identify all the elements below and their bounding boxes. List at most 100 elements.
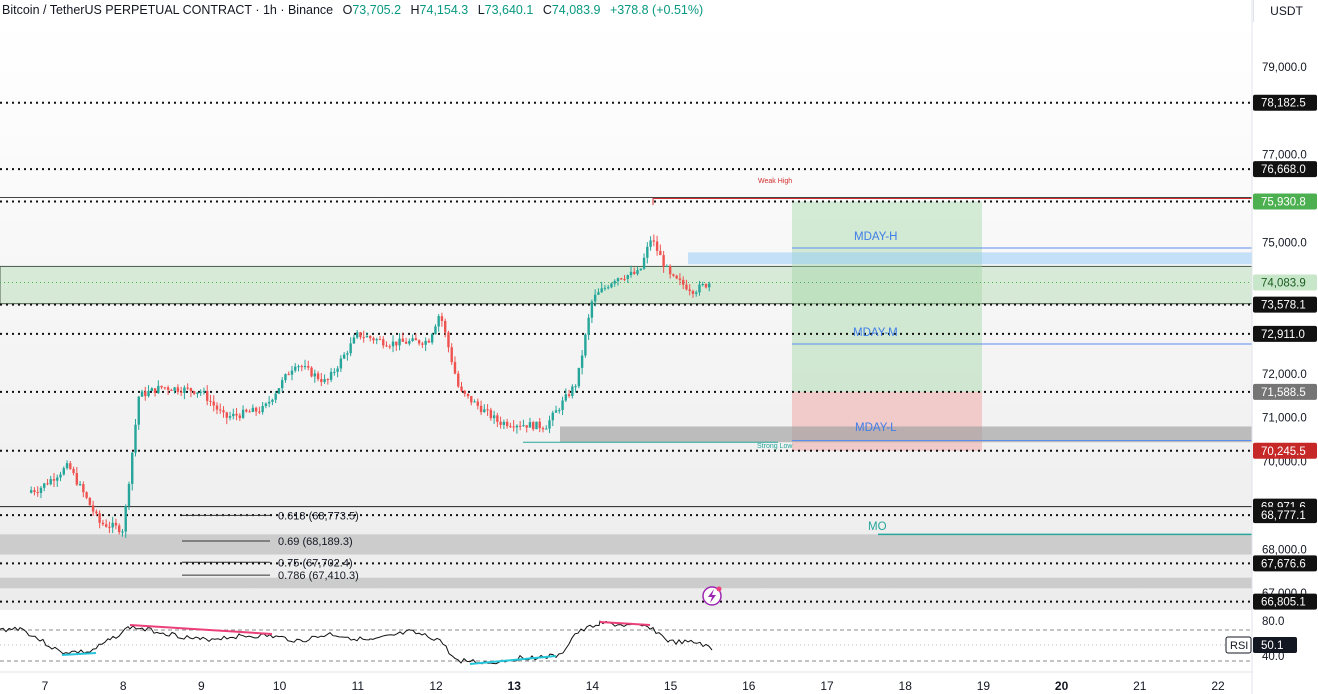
candle-body: [655, 241, 659, 251]
price-tag: [1253, 555, 1317, 572]
rsi-divergence-bullish: [61, 652, 97, 656]
fib-zone-upper: [0, 534, 1252, 555]
candle-body: [577, 367, 581, 387]
x-tick-label: 9: [198, 679, 205, 693]
candle-body: [545, 428, 548, 430]
mday-low-label: MDAY-L: [855, 422, 897, 434]
candle-body: [209, 400, 212, 402]
candle-body: [600, 288, 603, 293]
candle-body: [447, 332, 450, 348]
candle-body: [369, 336, 372, 339]
candle-body: [388, 346, 391, 348]
candle-body: [463, 390, 466, 394]
candle-body: [307, 366, 310, 368]
y-tick-label: 68,000.0: [1262, 544, 1307, 556]
price-tag-label: 78,182.5: [1261, 98, 1306, 110]
low-label: L: [477, 3, 485, 17]
low-value: 73,640.1: [484, 3, 534, 17]
rsi-divergence-bullish: [469, 655, 557, 665]
candle-body: [114, 522, 118, 526]
supply-demand-zone: [0, 265, 1253, 305]
rsi-divergence-bearish: [129, 624, 273, 635]
candle-body: [95, 511, 98, 514]
candle-body: [646, 246, 649, 258]
candle-body: [401, 338, 405, 342]
candle-body: [597, 292, 600, 295]
candle-body: [479, 405, 483, 413]
candle-body: [691, 290, 695, 294]
x-tick-label: 20: [1055, 679, 1069, 693]
candle-body: [297, 366, 300, 368]
candle-body: [287, 374, 290, 376]
candle-body: [593, 294, 597, 302]
candle-body: [183, 387, 186, 393]
candle-body: [192, 391, 196, 394]
candle-body: [59, 474, 62, 478]
candle-body: [108, 526, 111, 528]
candle-body: [532, 422, 535, 430]
price-tag-label: 72,911.0: [1261, 329, 1305, 341]
candle-body: [561, 400, 564, 411]
candle-body: [267, 401, 271, 404]
candle-body: [466, 393, 470, 397]
x-tick-label: 8: [120, 679, 127, 693]
candle-body: [453, 362, 457, 374]
x-tick-label: 14: [586, 679, 600, 693]
candle-body: [134, 424, 137, 453]
x-tick-label: 21: [1133, 679, 1147, 693]
price-tag-label: 74,083.9: [1261, 277, 1306, 289]
candle-body: [176, 387, 180, 392]
candle-body: [509, 426, 512, 428]
symbol-title: Bitcoin / TetherUS PERPETUAL CONTRACT · …: [2, 3, 334, 17]
chart-header: Bitcoin / TetherUS PERPETUAL CONTRACT · …: [2, 3, 703, 17]
candle-body: [434, 326, 437, 335]
candle-body: [124, 506, 127, 532]
candle-body: [303, 366, 307, 368]
open-value: 73,705.2: [352, 3, 402, 17]
price-tag: [1253, 161, 1317, 178]
mday-mid-label: MDAY-M: [853, 327, 898, 339]
candle-body: [186, 387, 189, 389]
candle-body: [329, 371, 333, 380]
candle-body: [505, 421, 509, 427]
rsi-value-tag: [1253, 637, 1297, 653]
candle-body: [662, 255, 665, 267]
candle-body: [639, 268, 642, 271]
candle-body: [571, 386, 574, 396]
candle-body: [668, 266, 672, 275]
candle-body: [551, 412, 554, 421]
price-tag: [1253, 442, 1317, 459]
candle-body: [365, 336, 369, 338]
candle-body: [473, 401, 476, 403]
candle-body: [411, 338, 414, 341]
x-tick-label: 13: [508, 679, 522, 693]
candle-body: [101, 522, 105, 525]
candle-body: [652, 240, 656, 242]
candle-body: [52, 479, 56, 481]
rsi-divergence-bearish: [599, 621, 651, 626]
candle-body: [271, 399, 274, 402]
x-tick-label: 18: [899, 679, 913, 693]
candle-body: [613, 281, 616, 284]
candle-body: [476, 401, 479, 406]
candle-body: [548, 420, 551, 429]
candle-body: [29, 490, 33, 493]
candle-body: [629, 271, 633, 276]
candle-body: [147, 390, 150, 397]
candle-body: [440, 316, 444, 321]
price-tag: [1253, 274, 1317, 291]
candle-body: [685, 284, 688, 290]
price-tag-label: 68,777.1: [1261, 510, 1306, 522]
candle-body: [300, 366, 303, 368]
candle-body: [430, 334, 434, 343]
candle-body: [82, 484, 85, 493]
candle-body: [633, 271, 636, 274]
candle-body: [414, 338, 418, 341]
candle-body: [382, 339, 385, 346]
candle-body: [460, 386, 463, 391]
rsi-pane: [0, 610, 1252, 672]
candle-body: [525, 425, 528, 428]
candle-body: [196, 392, 199, 394]
change-value: +378.8 (+0.51%): [610, 3, 704, 17]
